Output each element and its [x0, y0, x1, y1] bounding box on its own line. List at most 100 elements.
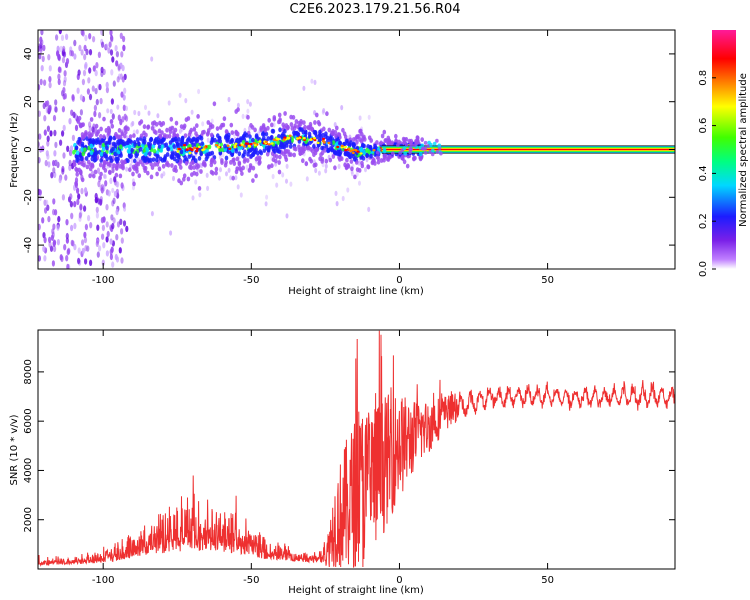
spectrogram-cell: [65, 237, 69, 244]
spectrogram-cell: [435, 138, 439, 143]
spectrogram-cell: [77, 69, 81, 76]
spectrogram-cell: [108, 170, 112, 176]
spectrogram-cell: [137, 110, 141, 117]
spectrogram-cell: [343, 162, 347, 168]
spectrogram-cell: [218, 154, 222, 160]
spectrogram-cell: [233, 144, 237, 147]
spectrogram-cell: [92, 157, 97, 163]
spectrogram-cell: [135, 129, 139, 135]
spectrogram-cell: [190, 148, 194, 151]
spectrogram-cell: [71, 134, 75, 142]
spectrogram-cell: [165, 152, 170, 157]
spectrogram-cell: [99, 151, 104, 157]
spectrogram-cell: [367, 149, 371, 155]
spectrogram-cell: [107, 140, 112, 145]
spectrogram-cell: [359, 128, 363, 134]
spectrogram-cell: [328, 157, 333, 163]
spectrogram-cell: [354, 136, 358, 141]
spectrogram-cell: [55, 34, 59, 41]
spectrogram-cell: [150, 125, 155, 131]
spectrogram-cell: [80, 141, 85, 147]
spectrogram-cell: [81, 151, 86, 157]
spectrogram-cell: [158, 133, 162, 139]
spectrogram-cell: [350, 171, 354, 177]
spectrogram-cell: [381, 149, 675, 150]
spectrogram-cell: [184, 160, 189, 166]
spectrogram-cell: [312, 163, 317, 168]
spectrogram-cell: [152, 148, 157, 154]
spectrogram-cell: [241, 113, 245, 119]
spectrogram-cell: [89, 222, 93, 229]
spectrogram-cell: [63, 92, 67, 100]
spectrogram-cell: [412, 143, 417, 148]
spectrogram-cell: [208, 125, 213, 130]
spectrogram-cell: [321, 132, 325, 138]
spectrogram-cell: [390, 140, 395, 146]
y-tick-label: 20: [23, 95, 34, 108]
spectrogram-cell: [220, 122, 224, 128]
spectrogram-cell: [102, 151, 107, 157]
spectrogram-cell: [190, 139, 194, 145]
spectrogram-cell: [394, 138, 398, 144]
spectrogram-cell: [110, 36, 114, 43]
spectrogram-cell: [105, 156, 109, 162]
spectrogram-cell: [46, 100, 50, 107]
spectrogram-cell: [235, 156, 240, 162]
spectrogram-cell: [267, 117, 272, 123]
snr-frame: [37, 329, 676, 570]
spectrogram-cell: [45, 199, 49, 206]
spectrogram-cell: [219, 167, 222, 173]
spectrogram-cell: [418, 152, 423, 157]
spectrogram-cell: [78, 170, 83, 176]
spectrogram-cell: [302, 85, 306, 91]
spectrogram-cell: [319, 152, 323, 158]
spectrogram-cell: [101, 224, 105, 232]
spectrogram-cell: [216, 146, 220, 149]
spectrogram-cell: [211, 170, 215, 176]
spectrogram-cell: [155, 153, 159, 159]
spectrogram-cell: [115, 256, 120, 263]
spectrogram-cell: [322, 126, 326, 132]
spectrogram-cell: [149, 157, 153, 163]
spectrogram-cell: [73, 200, 77, 208]
spectrogram-cell: [49, 245, 54, 252]
spectrogram-cell: [57, 73, 61, 80]
spectrogram-cell: [157, 166, 162, 172]
spectrogram-cell: [353, 174, 357, 180]
spectrogram-cell: [243, 149, 247, 155]
spectrogram-cell: [61, 194, 65, 201]
spectrogram-cell: [92, 36, 96, 43]
spectrogram-cell: [83, 147, 87, 153]
spectrogram-cell: [73, 39, 77, 47]
spectrogram-cell: [150, 211, 154, 217]
spectrogram-cell: [409, 143, 414, 148]
spectrogram-cell: [111, 56, 115, 63]
spectrogram-cell: [288, 134, 292, 137]
spectrogram-cell: [315, 147, 320, 153]
spectrogram-cell: [76, 187, 80, 194]
spectrogram-cell: [104, 127, 109, 133]
spectrogram-cell: [337, 132, 342, 138]
spectrogram-cell: [287, 139, 292, 145]
spectrogram-cell: [62, 45, 66, 53]
spectrogram-cell: [337, 151, 342, 157]
spectrogram-cell: [107, 190, 111, 197]
spectrogram-cell: [145, 147, 149, 152]
spectrogram-cell: [43, 129, 47, 136]
spectrogram-cell: [373, 143, 377, 149]
spectrogram-cell: [432, 141, 437, 146]
spectrogram-cell: [71, 240, 75, 247]
spectrogram-cell: [84, 156, 89, 161]
spectrogram-cell: [58, 176, 62, 184]
spectrogram-cell: [74, 124, 79, 132]
spectrogram-cell: [437, 143, 442, 148]
spectrogram-cell: [178, 92, 182, 98]
spectrogram-cell: [366, 164, 370, 170]
spectrogram-cell: [355, 139, 359, 145]
spectrogram-cell: [83, 231, 87, 239]
spectrogram-cell: [98, 175, 102, 181]
spectrogram-cell: [214, 143, 218, 147]
spectrogram-cell: [351, 151, 355, 155]
spectrogram-cell: [153, 162, 157, 167]
spectrogram-cell: [67, 247, 71, 254]
